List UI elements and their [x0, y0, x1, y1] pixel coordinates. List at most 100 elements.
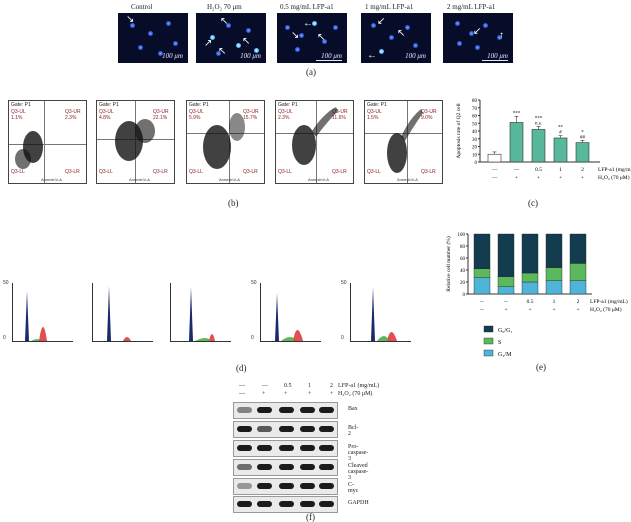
stacked-bar-segment	[521, 281, 539, 295]
y-tick-label: 40	[460, 269, 466, 274]
blot-bcl2	[233, 421, 338, 438]
row2-label: --	[480, 307, 484, 313]
y-tick-label: 60	[460, 257, 466, 262]
y-tick-label: 20	[472, 146, 478, 151]
significance-label: *	[581, 130, 584, 135]
row1-label: --	[504, 299, 508, 305]
row1-label: 2	[577, 299, 580, 305]
micro-label-2: 0.5 mg/mL LFP-a1	[280, 3, 334, 11]
q-ll-name: Q3-LL	[189, 169, 203, 175]
arrow-icon: ↙	[377, 16, 386, 27]
arrow-icon: ↖	[317, 32, 326, 43]
row2-caption: H₂O₂ (70 μM)	[598, 174, 630, 181]
y-tick-label: 100	[458, 233, 466, 238]
q-ll-name: Q3-LL	[367, 169, 381, 175]
wb-row1-4: 2	[330, 383, 333, 389]
arrow-icon: ↗	[204, 38, 213, 49]
flow-gate: Gate: P1	[367, 102, 387, 108]
bar	[553, 137, 568, 163]
row2-label: +	[576, 307, 579, 313]
blot-procasp3	[233, 440, 338, 457]
flow-plot-3: Gate: P1 Q3-UL 2.3% Q3-UR 11.6% Q3-LL Q3…	[275, 100, 354, 184]
protein-label-bax: Bax	[348, 406, 358, 412]
wb-row2-1: +	[262, 391, 266, 397]
row1-label: 1	[553, 299, 556, 305]
stacked-bar-segment	[545, 280, 563, 295]
row1-caption: LFP-a1 (mg/mL)	[598, 166, 631, 173]
q-lr-name: Q3-LR	[65, 169, 80, 175]
stacked-bar-segment	[497, 276, 515, 287]
legend-label: G₂/M	[498, 352, 512, 358]
row2-label: +	[559, 175, 562, 181]
flow-plot-1: Gate: P1 Q3-UL 4.8% Q3-UR 22.1% Q3-LL Q3…	[96, 100, 175, 184]
row2-label: +	[581, 175, 584, 181]
y-axis-label: Apoptosis rate of Q2 cell	[455, 103, 462, 159]
wb-row2-label: H₂O₂ (70 μM)	[338, 391, 373, 397]
legend-label: G₀/G₁	[498, 328, 513, 334]
ytick: 50	[251, 280, 257, 286]
q-ur-name: Q3-UR	[153, 109, 169, 115]
y-axis-label: Relative cell number (%)	[445, 236, 452, 292]
significance-label: n.s.	[535, 121, 542, 126]
micrograph-1: ↙ ↖ ← 100 μm	[361, 13, 431, 63]
ytick: 0	[251, 335, 254, 341]
row2-label: +	[515, 175, 518, 181]
legend-swatch	[483, 325, 494, 333]
row2-label: —	[491, 175, 498, 181]
legend-label: S	[498, 340, 501, 346]
scale-label: 100 μm	[405, 52, 426, 60]
q-ll-name: Q3-LL	[278, 169, 292, 175]
blot-gapdh	[233, 496, 338, 513]
y-tick-label: 0	[475, 161, 478, 166]
histogram-4: 50 0	[341, 280, 411, 342]
flow-axis: AnnexinV-A	[129, 177, 150, 182]
q-ul-value: 2.3%	[278, 115, 290, 121]
caption-a: (a)	[306, 67, 316, 77]
caption-c: (c)	[528, 198, 538, 208]
flow-axis: AnnexinV-A	[397, 177, 418, 182]
arrow-icon: ↘	[126, 14, 135, 25]
blot-cleavedcasp3	[233, 459, 338, 476]
histogram-2	[170, 283, 231, 342]
row1-label: 2	[581, 167, 584, 173]
row1-label: --	[480, 299, 484, 305]
flow-plot-0: Gate: P1 Q3-UL 1.1% Q3-UR 2.3% Q3-LL Q3-…	[8, 100, 87, 184]
arrow-icon: ←	[367, 50, 377, 61]
y-tick-label: 70	[472, 107, 478, 112]
row2-label: +	[537, 175, 540, 181]
arrow-icon: ↖	[397, 28, 406, 39]
stacked-bar-segment	[473, 233, 491, 269]
panel-e: 0 20 40 60 80 100 Relative cell number (%) -- --…	[440, 226, 631, 376]
protein-label-cmyc: C-myc	[348, 482, 359, 494]
bar	[487, 153, 502, 163]
apoptosis-chart: 0 10 20 30 40 50 60 70 80 Apoptosis rate of Q2 ce…	[455, 99, 631, 181]
q-ul-name: Q3-UL	[278, 109, 293, 115]
arrow-icon: ←	[303, 18, 313, 29]
ytick: 50	[3, 280, 9, 286]
bar	[531, 129, 546, 163]
arrow-icon: ↙	[473, 26, 482, 37]
caption-e: (e)	[536, 362, 546, 372]
flow-axis: AnnexinV-A	[41, 177, 62, 182]
micro-label-4: 2 mg/mL LFP-a1	[447, 3, 496, 11]
wb-row1-0: —	[239, 383, 245, 389]
q-ur-value: 15.7%	[243, 115, 258, 121]
wb-row2-4: +	[330, 391, 334, 397]
q-ur-name: Q3-UR	[243, 109, 259, 115]
y-tick-label: 60	[472, 115, 478, 120]
row1-caption: LFP-a1 (mg/mL)	[590, 298, 628, 305]
stacked-bar-segment	[545, 233, 563, 268]
stacked-bar-segment	[521, 233, 539, 274]
scale-label: 100 μm	[162, 52, 183, 60]
flow-axis: AnnexinV-A	[308, 177, 329, 182]
y-tick-label: 50	[472, 122, 478, 127]
wb-row1-3: 1	[308, 383, 311, 389]
ytick: 0	[3, 335, 6, 341]
wb-row2-0: —	[239, 391, 245, 397]
panel-a: Control H₂O₂ 70 μm 0.5 mg/mL LFP-a1 1 mg…	[0, 0, 631, 80]
micrograph-05: ← ↘ ↖ 100 μm	[277, 13, 347, 63]
q-ur-value: 2.3%	[65, 115, 77, 121]
protein-label-cleavedcasp3: Cleaved caspase-3	[348, 463, 369, 481]
wb-row1-2: 0.5	[284, 383, 292, 389]
row1-label: 0.5	[527, 299, 534, 305]
